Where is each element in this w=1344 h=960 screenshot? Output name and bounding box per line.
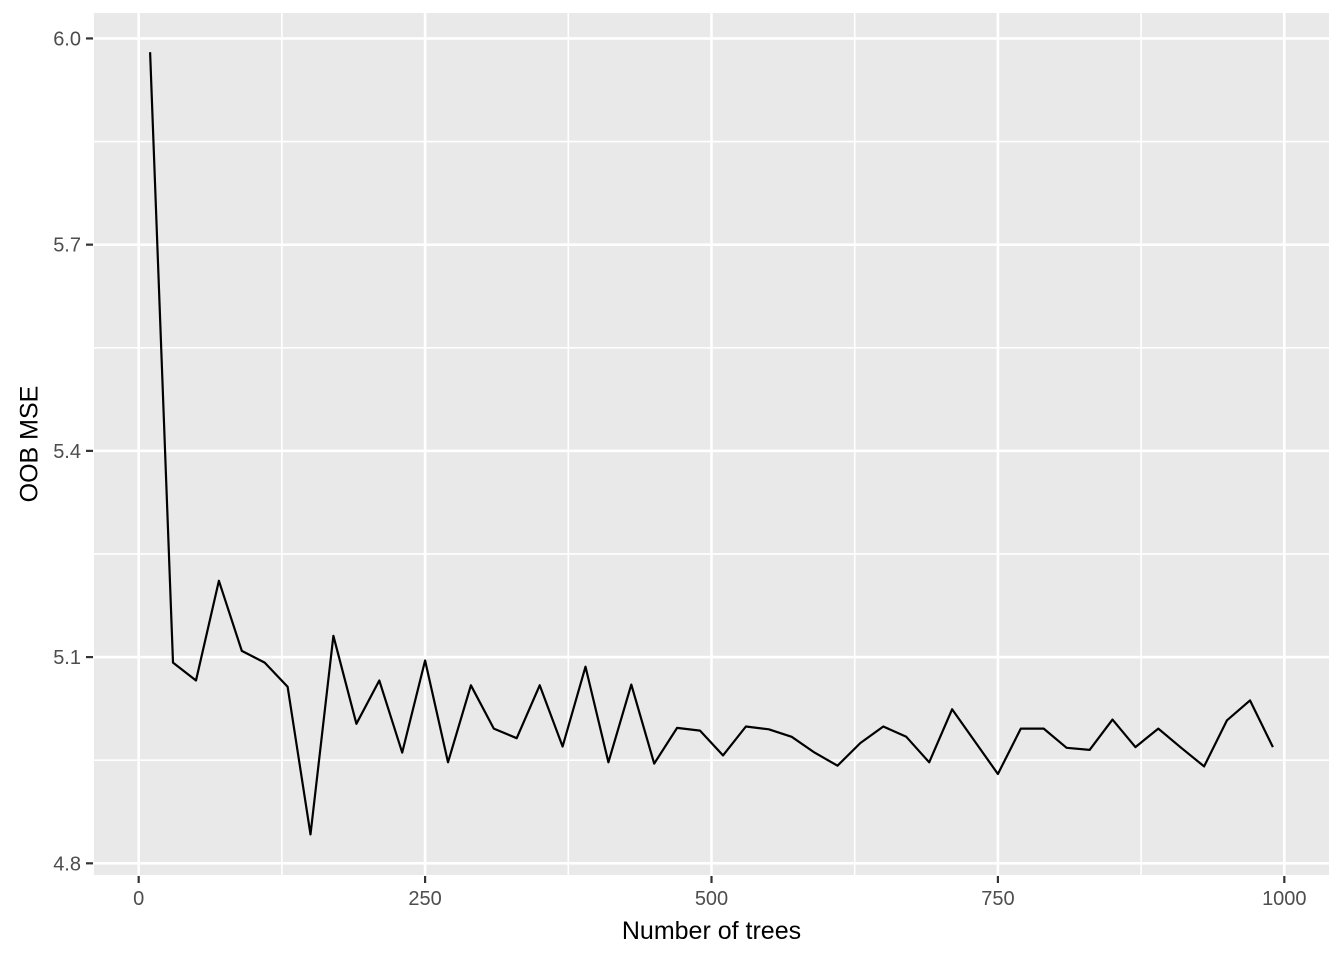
x-tick-label: 1000 — [1262, 888, 1307, 910]
y-axis-title: OOB MSE — [15, 385, 44, 503]
x-axis-title: Number of trees — [621, 917, 802, 945]
y-tick-label: 5.1 — [53, 647, 81, 669]
data-line-oob-mse — [149, 52, 1274, 836]
x-tick-label: 250 — [408, 888, 441, 910]
y-tick-label: 4.8 — [53, 853, 81, 875]
x-tick-label: 500 — [695, 888, 728, 910]
x-tick-label: 750 — [981, 888, 1014, 910]
y-tick-label: 5.7 — [53, 235, 81, 257]
y-tick-label: 6.0 — [53, 28, 81, 50]
x-tick-label: 0 — [133, 888, 144, 910]
y-tick-label: 5.4 — [53, 441, 81, 463]
